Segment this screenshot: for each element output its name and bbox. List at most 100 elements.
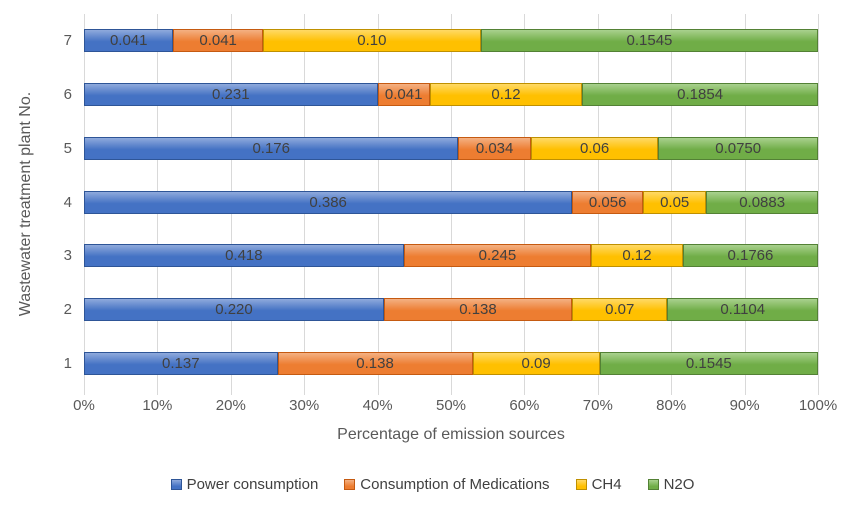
y-tick-label: 4 xyxy=(63,193,72,211)
x-tick-label: 70% xyxy=(582,397,613,414)
bar-segment-power-consumption: 0.041 xyxy=(84,29,174,53)
legend-item-power-consumption: Power consumption xyxy=(170,476,318,493)
data-label: 0.138 xyxy=(356,354,394,372)
bar-segment-power-consumption: 0.231 xyxy=(84,83,378,107)
bar-segment-ch4: 0.06 xyxy=(530,136,659,160)
legend-item-consumption-of-medications: Consumption of Medications xyxy=(344,476,550,493)
bar-segment-power-consumption: 0.386 xyxy=(84,190,573,214)
bar-segment-consumption-of-medications: 0.041 xyxy=(377,83,430,107)
legend-swatch-icon xyxy=(575,479,587,490)
data-label: 0.12 xyxy=(491,86,521,104)
data-label: 0.06 xyxy=(579,139,610,157)
legend: Power consumption Consumption of Medicati… xyxy=(0,476,865,493)
data-label: 0.07 xyxy=(605,300,635,318)
stacked-bar: 0.176 0.034 0.06 0.0750 xyxy=(84,136,818,160)
data-label: 0.1545 xyxy=(626,32,673,50)
bar-segment-n2o: 0.1545 xyxy=(480,29,818,53)
stacked-bar: 0.418 0.245 0.12 0.1766 xyxy=(84,244,818,268)
y-axis-tick-labels: 7 6 5 4 3 2 1 xyxy=(40,14,78,390)
bar-segment-power-consumption: 0.220 xyxy=(84,297,384,321)
stacked-bar: 0.137 0.138 0.09 0.1545 xyxy=(84,351,818,375)
legend-item-n2o: N2O xyxy=(647,476,695,493)
bar-row-plant-5: 0.176 0.034 0.06 0.0750 xyxy=(84,121,818,175)
x-tick-label: 10% xyxy=(142,397,173,414)
data-label: 0.09 xyxy=(521,354,551,372)
data-label: 0.0883 xyxy=(739,193,786,211)
data-label: 0.418 xyxy=(225,247,263,265)
legend-swatch-icon xyxy=(170,479,182,490)
x-tick-label: 40% xyxy=(362,397,393,414)
stacked-bar: 0.041 0.041 0.10 0.1545 xyxy=(84,29,818,53)
bar-segment-power-consumption: 0.418 xyxy=(84,244,404,268)
gridline xyxy=(818,14,819,395)
y-tick-label: 1 xyxy=(63,354,72,372)
bar-row-plant-7: 0.041 0.041 0.10 0.1545 xyxy=(84,14,818,68)
y-tick-label: 2 xyxy=(63,300,72,318)
y-tick-label: 7 xyxy=(63,32,72,50)
data-label: 0.1104 xyxy=(720,300,766,318)
bar-segment-n2o: 0.1545 xyxy=(599,351,818,375)
bar-segment-consumption-of-medications: 0.138 xyxy=(277,351,473,375)
bar-row-plant-6: 0.231 0.041 0.12 0.1854 xyxy=(84,68,818,122)
y-tick-label: 6 xyxy=(63,86,72,104)
x-axis-title: Percentage of emission sources xyxy=(337,426,565,443)
data-label: 0.056 xyxy=(588,193,627,211)
data-label: 0.034 xyxy=(475,139,514,157)
bar-segment-n2o: 0.0883 xyxy=(706,190,818,214)
x-tick-label: 30% xyxy=(289,397,320,414)
bar-segment-n2o: 0.0750 xyxy=(658,136,818,160)
bar-segment-ch4: 0.07 xyxy=(572,297,668,321)
bar-segment-n2o: 0.1766 xyxy=(682,244,818,268)
data-label: 0.386 xyxy=(309,193,347,211)
bar-row-plant-2: 0.220 0.138 0.07 0.1104 xyxy=(84,283,818,337)
stacked-bar: 0.231 0.041 0.12 0.1854 xyxy=(84,83,818,107)
bar-segment-power-consumption: 0.137 xyxy=(84,351,278,375)
x-axis-tick-labels: 0% 10% 20% 30% 40% 50% 60% 70% 80% 90% 100% xyxy=(73,397,837,415)
data-label: 0.1766 xyxy=(727,247,774,265)
bar-segment-consumption-of-medications: 0.056 xyxy=(572,190,644,214)
data-label: 0.10 xyxy=(357,32,387,50)
plot-area: 0.041 0.041 0.10 0.1545 0.231 0.041 0.12 0.1854… xyxy=(84,14,819,395)
y-tick-label: 5 xyxy=(63,139,72,157)
legend-swatch-icon xyxy=(344,479,356,490)
data-label: 0.041 xyxy=(109,32,148,50)
bar-row-plant-4: 0.386 0.056 0.05 0.0883 xyxy=(84,175,818,229)
data-label: 0.176 xyxy=(252,139,290,157)
y-tick-label: 3 xyxy=(63,247,72,265)
data-label: 0.137 xyxy=(162,354,200,372)
bar-segment-power-consumption: 0.176 xyxy=(84,136,459,160)
data-label: 0.041 xyxy=(384,86,423,104)
data-label: 0.05 xyxy=(660,193,690,211)
x-tick-label: 90% xyxy=(729,397,760,414)
bar-segment-ch4: 0.12 xyxy=(429,83,583,107)
x-tick-label: 80% xyxy=(656,397,687,414)
data-label: 0.12 xyxy=(622,247,652,265)
data-label: 0.138 xyxy=(459,300,497,318)
bar-row-plant-3: 0.418 0.245 0.12 0.1766 xyxy=(84,229,818,283)
legend-label: CH4 xyxy=(591,476,622,493)
legend-label: Consumption of Medications xyxy=(360,476,550,493)
legend-label: N2O xyxy=(663,476,695,493)
bar-segment-consumption-of-medications: 0.138 xyxy=(383,297,573,321)
x-tick-label: 20% xyxy=(215,397,246,414)
y-axis-title: Wastewater treatment plant No. xyxy=(17,91,34,317)
data-label: 0.220 xyxy=(215,300,253,318)
bar-segment-ch4: 0.10 xyxy=(262,29,481,53)
stacked-bar: 0.386 0.056 0.05 0.0883 xyxy=(84,190,818,214)
data-label: 0.1545 xyxy=(685,354,732,372)
bar-rows: 0.041 0.041 0.10 0.1545 0.231 0.041 0.12 0.1854… xyxy=(84,14,818,390)
x-tick-label: 100% xyxy=(798,397,838,414)
data-label: 0.231 xyxy=(212,86,250,104)
bar-row-plant-1: 0.137 0.138 0.09 0.1545 xyxy=(84,336,818,390)
bar-segment-n2o: 0.1104 xyxy=(667,297,818,321)
bar-segment-consumption-of-medications: 0.041 xyxy=(173,29,263,53)
stacked-bar: 0.220 0.138 0.07 0.1104 xyxy=(84,297,818,321)
bar-segment-n2o: 0.1854 xyxy=(582,83,818,107)
data-label: 0.245 xyxy=(478,247,517,265)
x-tick-label: 50% xyxy=(435,397,467,414)
bar-segment-consumption-of-medications: 0.034 xyxy=(458,136,531,160)
x-tick-label: 0% xyxy=(73,397,95,414)
data-label: 0.041 xyxy=(199,32,237,50)
data-label: 0.1854 xyxy=(677,86,724,104)
